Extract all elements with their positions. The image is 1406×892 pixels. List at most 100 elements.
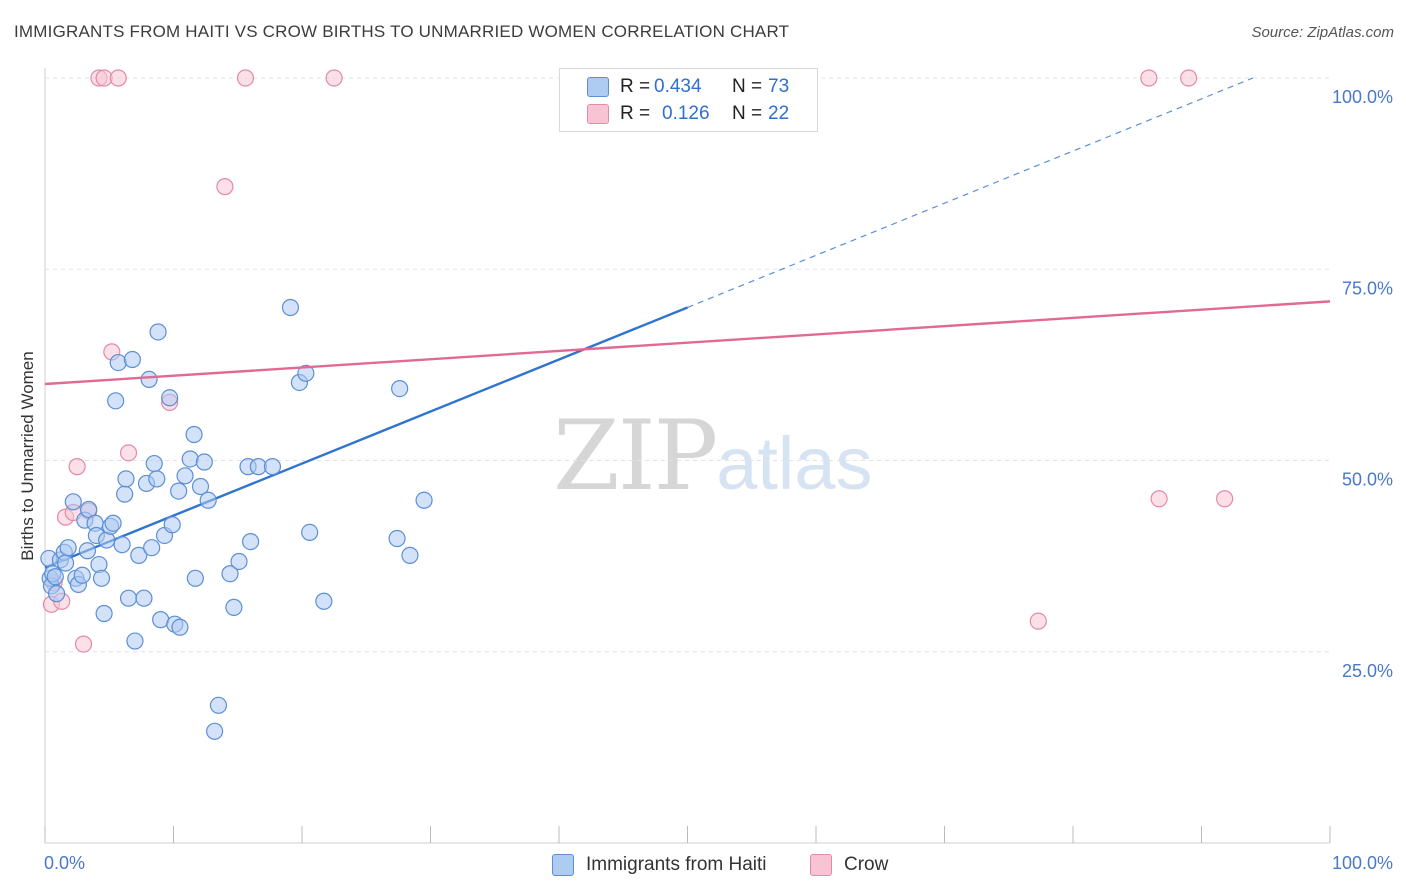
x-tick-label-min: 0.0% <box>44 853 85 873</box>
y-axis-label: Births to Unmarried Women <box>18 351 37 560</box>
series-crow <box>42 69 1234 653</box>
point-haiti <box>140 370 158 389</box>
point-haiti <box>297 364 315 382</box>
point-haiti <box>64 493 82 511</box>
bottom-legend-swatch-crow <box>810 854 832 876</box>
point-haiti <box>315 592 333 610</box>
point-crow <box>1029 612 1047 630</box>
point-haiti <box>130 546 148 564</box>
legend-n-label: N = <box>732 76 763 97</box>
point-haiti <box>170 482 188 500</box>
point-crow <box>1150 490 1168 508</box>
bottom-legend-haiti[interactable]: Immigrants from Haiti <box>552 852 767 878</box>
y-tick-label: 75.0% <box>1342 278 1393 298</box>
y-tick-label: 50.0% <box>1342 470 1393 490</box>
watermark: ZIPatlas <box>553 400 873 512</box>
stats-legend: R = 0.434 N = 73 R = 0.126 N = 22 <box>559 68 818 132</box>
watermark-zip: ZIP <box>553 400 718 512</box>
point-haiti <box>415 491 433 509</box>
point-haiti <box>195 453 213 471</box>
point-haiti <box>47 585 66 603</box>
point-haiti <box>116 485 134 503</box>
point-haiti <box>123 350 141 369</box>
legend-swatch-crow <box>587 104 609 124</box>
bottom-legend-label-crow: Crow <box>844 854 889 875</box>
point-haiti <box>388 529 406 548</box>
point-haiti <box>117 470 135 488</box>
point-haiti <box>281 298 300 317</box>
legend-n-value: 73 <box>768 76 790 97</box>
point-haiti <box>143 539 161 557</box>
bottom-legend-swatch-haiti <box>552 854 574 876</box>
point-haiti <box>113 536 131 554</box>
point-haiti <box>59 539 77 557</box>
watermark-atlas: atlas <box>716 422 873 505</box>
point-haiti <box>80 500 98 519</box>
y-tick-label: 100.0% <box>1332 87 1393 107</box>
point-haiti <box>186 569 204 587</box>
trend-line-haiti-extension <box>687 77 1254 309</box>
point-haiti <box>95 604 113 623</box>
source-label: Source: ZipAtlas.com <box>1251 24 1394 41</box>
point-crow <box>1140 69 1158 87</box>
x-tick-label-max: 100.0% <box>1332 853 1393 873</box>
legend-r-label: R = <box>620 76 651 97</box>
point-haiti <box>391 379 409 398</box>
point-haiti <box>263 458 282 476</box>
point-haiti <box>185 425 203 444</box>
point-haiti <box>176 467 194 485</box>
series-haiti <box>40 298 433 740</box>
point-haiti <box>104 514 122 532</box>
point-haiti <box>225 598 243 616</box>
point-crow <box>68 458 86 476</box>
point-haiti <box>119 589 138 607</box>
point-haiti <box>56 554 75 572</box>
point-haiti <box>109 353 127 372</box>
legend-n-label: N = <box>732 103 763 124</box>
point-haiti <box>199 491 217 509</box>
point-haiti <box>92 569 111 587</box>
point-haiti <box>46 568 64 586</box>
point-haiti <box>181 450 199 468</box>
point-haiti <box>209 696 228 714</box>
legend-swatch-haiti <box>587 77 609 97</box>
point-haiti <box>242 532 260 551</box>
trend-line-haiti-group <box>44 77 1254 569</box>
point-crow <box>1180 69 1198 87</box>
point-haiti <box>78 542 97 560</box>
legend-r-value: 0.434 <box>654 76 702 97</box>
point-haiti <box>148 470 166 488</box>
point-haiti <box>206 722 224 740</box>
point-crow <box>74 635 93 653</box>
point-haiti <box>161 389 179 407</box>
y-tick-label: 25.0% <box>1342 661 1393 681</box>
point-crow <box>109 69 127 87</box>
legend-r-label: R = <box>620 103 651 124</box>
point-haiti <box>221 565 239 583</box>
bottom-legend-crow[interactable]: Crow <box>810 852 888 878</box>
point-haiti <box>401 546 419 564</box>
axis-labels: 25.0% 50.0% 75.0% 100.0% 0.0% 100.0% Births to… <box>18 87 1393 873</box>
legend-r-value: 0.126 <box>662 103 710 124</box>
point-haiti <box>135 589 153 607</box>
point-haiti <box>73 566 91 584</box>
trend-line-crow-group <box>44 300 1331 386</box>
point-haiti <box>171 618 189 636</box>
point-haiti <box>126 632 144 650</box>
point-crow <box>236 69 255 87</box>
point-crow <box>216 178 234 196</box>
point-crow <box>119 444 138 462</box>
trend-line-crow <box>44 300 1331 386</box>
trend-line-haiti <box>44 306 688 569</box>
bottom-legend-label-haiti: Immigrants from Haiti <box>586 854 767 875</box>
point-haiti <box>230 552 248 571</box>
point-haiti <box>149 323 167 341</box>
point-haiti <box>301 523 319 542</box>
legend-n-value: 22 <box>768 103 790 124</box>
axes <box>44 68 1331 844</box>
point-crow <box>1216 490 1234 508</box>
point-haiti <box>191 477 210 496</box>
point-haiti <box>163 516 181 534</box>
chart-title: IMMIGRANTS FROM HAITI VS CROW BIRTHS TO … <box>14 22 790 41</box>
